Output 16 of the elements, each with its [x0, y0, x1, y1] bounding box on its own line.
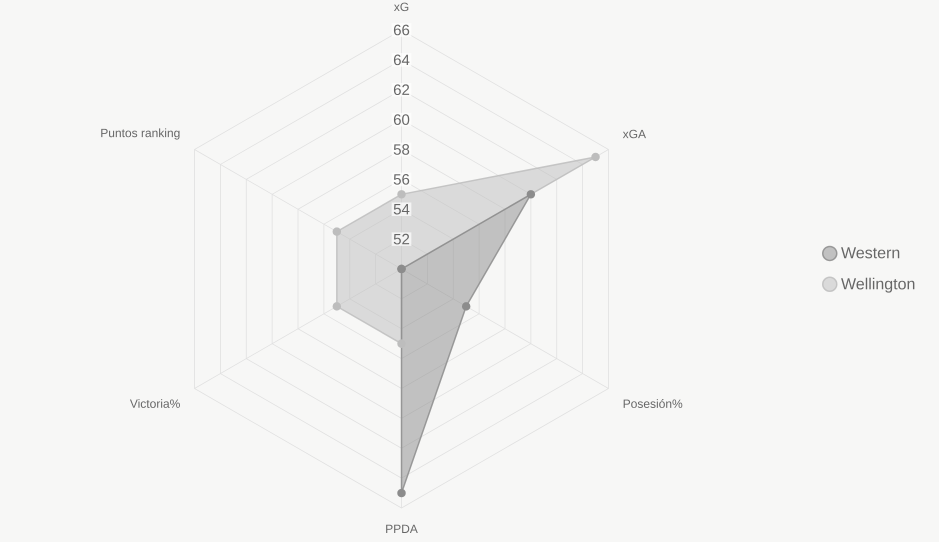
y-tick-label: 54 [394, 204, 410, 214]
y-tick-label: 66 [394, 24, 410, 36]
spoke-label: PPDA [386, 524, 418, 533]
spoke-label: xG [394, 2, 408, 12]
spoke-label: Victoria% [130, 399, 180, 408]
y-tick-label: 60 [394, 114, 410, 125]
y-tick-label: 64 [394, 54, 410, 66]
spoke-label: Posesión% [624, 399, 682, 408]
y-tick-label: 52 [394, 234, 410, 244]
spoke-label: xGA [622, 130, 646, 138]
legend-label: Wellington [841, 278, 914, 293]
y-tick-label: 62 [394, 84, 410, 96]
y-tick-label: 58 [394, 144, 410, 155]
spoke-label: Puntos ranking [101, 128, 180, 140]
legend-label: Western [841, 247, 900, 258]
y-tick-label: 56 [394, 174, 410, 185]
